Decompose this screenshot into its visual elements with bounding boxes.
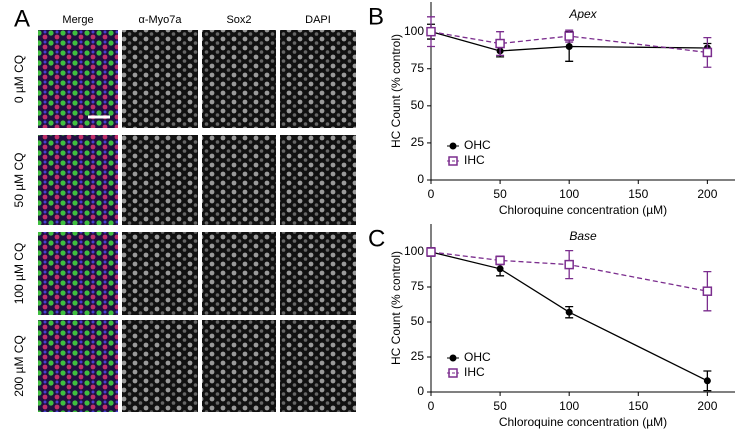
y-tick-label: 0 — [417, 172, 424, 186]
y-tick-label: 75 — [411, 279, 425, 293]
row-label: 50 µM CQ — [12, 153, 26, 208]
micrograph — [280, 232, 356, 315]
legend-label: IHC — [464, 365, 485, 379]
y-axis-label: HC Count (% control) — [389, 251, 403, 365]
x-tick-label: 200 — [697, 187, 717, 201]
micrograph — [122, 232, 198, 315]
row-label: 200 µM CQ — [12, 335, 26, 397]
row-label: 0 µM CQ — [12, 55, 26, 103]
data-point — [565, 43, 573, 50]
x-tick-label: 50 — [493, 187, 507, 201]
micrograph — [38, 30, 118, 128]
micrograph — [202, 30, 276, 128]
panel-label: C — [368, 225, 385, 252]
micrograph — [38, 320, 118, 412]
x-tick-label: 0 — [428, 399, 435, 413]
x-axis-label: Chloroquine concentration (µM) — [499, 415, 667, 429]
y-tick-label: 25 — [411, 135, 425, 149]
y-tick-label: 100 — [404, 24, 424, 38]
data-point — [495, 255, 505, 266]
data-point — [564, 31, 574, 41]
y-tick-label: 50 — [411, 314, 425, 328]
legend-label: OHC — [464, 350, 491, 364]
data-point — [496, 265, 504, 273]
chart-title: Apex — [568, 7, 597, 21]
micrograph — [202, 135, 276, 225]
x-tick-label: 100 — [559, 187, 579, 201]
micrograph — [122, 135, 198, 225]
legend-label: IHC — [464, 153, 485, 167]
y-tick-label: 50 — [411, 98, 425, 112]
row-label: 100 µM CQ — [12, 243, 26, 305]
y-tick-label: 100 — [404, 244, 424, 258]
x-tick-label: 0 — [428, 187, 435, 201]
panel-label: B — [368, 3, 384, 30]
data-point — [426, 26, 436, 37]
data-point — [495, 38, 505, 49]
x-tick-label: 150 — [628, 187, 648, 201]
data-point — [702, 286, 713, 296]
legend-label: OHC — [464, 138, 491, 152]
chart-title: Base — [569, 229, 597, 243]
series-line — [430, 31, 708, 54]
micrograph — [38, 232, 118, 315]
x-tick-label: 200 — [697, 399, 717, 413]
y-tick-label: 0 — [417, 384, 424, 398]
column-header: Merge — [62, 14, 93, 26]
micrograph — [280, 320, 356, 412]
micrograph — [122, 320, 198, 412]
x-tick-label: 50 — [493, 399, 507, 413]
data-point — [564, 259, 574, 270]
micrograph — [280, 135, 356, 225]
series-line — [430, 251, 708, 382]
series-line — [430, 31, 708, 52]
x-tick-label: 100 — [559, 399, 579, 413]
data-point — [703, 377, 711, 385]
micrograph — [202, 232, 276, 315]
series-line — [430, 251, 708, 292]
micrograph — [280, 30, 356, 128]
y-axis-label: HC Count (% control) — [389, 34, 403, 148]
data-point — [702, 47, 713, 58]
column-header: DAPI — [305, 14, 331, 26]
y-tick-label: 25 — [411, 349, 425, 363]
data-point — [565, 308, 573, 316]
x-tick-label: 150 — [628, 399, 648, 413]
column-header: α-Myo7a — [138, 14, 182, 26]
panel-label: A — [14, 5, 30, 32]
y-tick-label: 75 — [411, 61, 425, 75]
micrograph — [122, 30, 198, 128]
micrograph — [38, 135, 118, 225]
data-point — [426, 247, 436, 257]
micrograph — [202, 320, 276, 412]
x-axis-label: Chloroquine concentration (µM) — [499, 203, 667, 217]
column-header: Sox2 — [226, 14, 251, 26]
